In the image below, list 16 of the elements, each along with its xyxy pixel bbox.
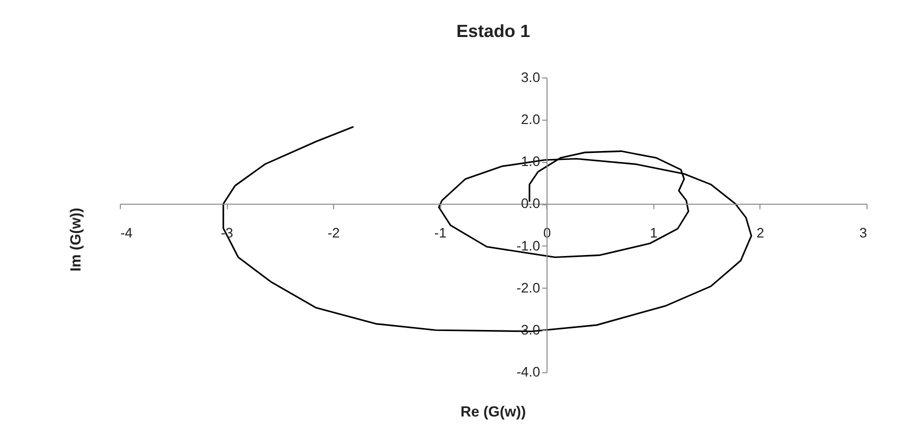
- x-tick-label: 1: [650, 226, 658, 241]
- y-tick-label: 3.0: [521, 70, 540, 85]
- y-tick-label: -4.0: [516, 364, 540, 380]
- x-axis-title: Re (G(w)): [460, 404, 526, 420]
- chart-title: Estado 1: [456, 21, 530, 42]
- y-tick-label: 2.0: [521, 112, 540, 128]
- y-tick-label: 0.0: [521, 196, 540, 212]
- y-tick-label: -1.0: [516, 238, 540, 254]
- y-axis-title: Im (G(w)): [68, 208, 85, 272]
- x-tick-label: -1: [434, 226, 446, 241]
- y-tick-label: -2.0: [516, 280, 540, 296]
- x-tick-label: -4: [120, 226, 133, 241]
- x-tick-label: 2: [756, 226, 764, 241]
- x-tick-label: 0: [543, 226, 552, 241]
- x-tick-label: 3: [859, 226, 868, 241]
- x-tick-label: -2: [328, 226, 340, 241]
